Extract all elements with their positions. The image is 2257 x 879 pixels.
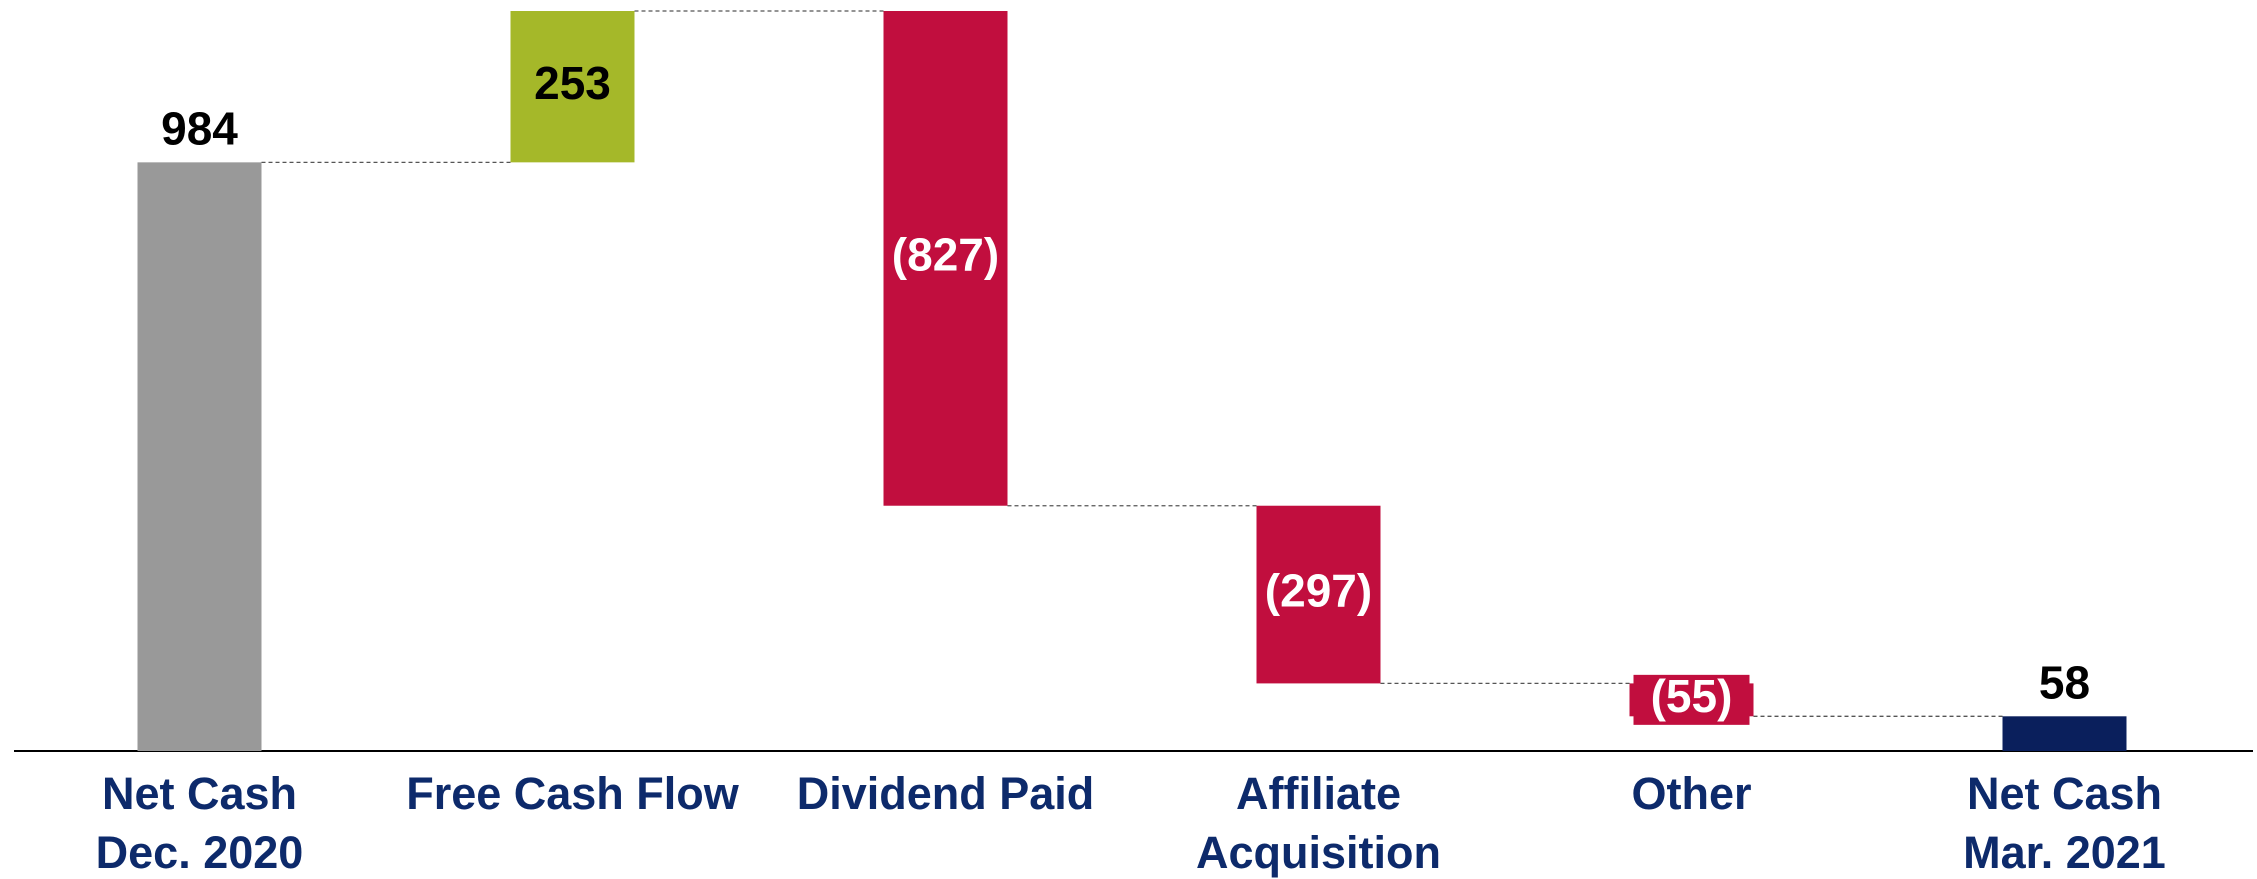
x-tick-label: Free Cash Flow (406, 768, 740, 819)
value-label: (55) (1651, 670, 1733, 722)
value-label: (297) (1265, 565, 1372, 617)
x-tick-label: Dividend Paid (797, 768, 1095, 819)
value-label: (827) (892, 229, 999, 281)
bar (2002, 716, 2127, 751)
bar (1256, 505, 1381, 684)
value-label: 58 (2039, 656, 2090, 708)
bar (137, 162, 262, 751)
x-tick-label: Dec. 2020 (96, 827, 304, 878)
x-tick-label: Other (1631, 768, 1751, 819)
bar (883, 11, 1008, 506)
label-box (1633, 674, 1750, 725)
x-tick-label: Acquisition (1196, 827, 1441, 878)
x-tick-label: Net Cash (102, 768, 297, 819)
value-label: 984 (161, 103, 238, 155)
x-tick-label: Affiliate (1236, 768, 1401, 819)
x-tick-label: Mar. 2021 (1963, 827, 2166, 878)
value-label: 253 (534, 57, 611, 109)
bar (510, 11, 635, 163)
x-tick-label: Net Cash (1967, 768, 2162, 819)
